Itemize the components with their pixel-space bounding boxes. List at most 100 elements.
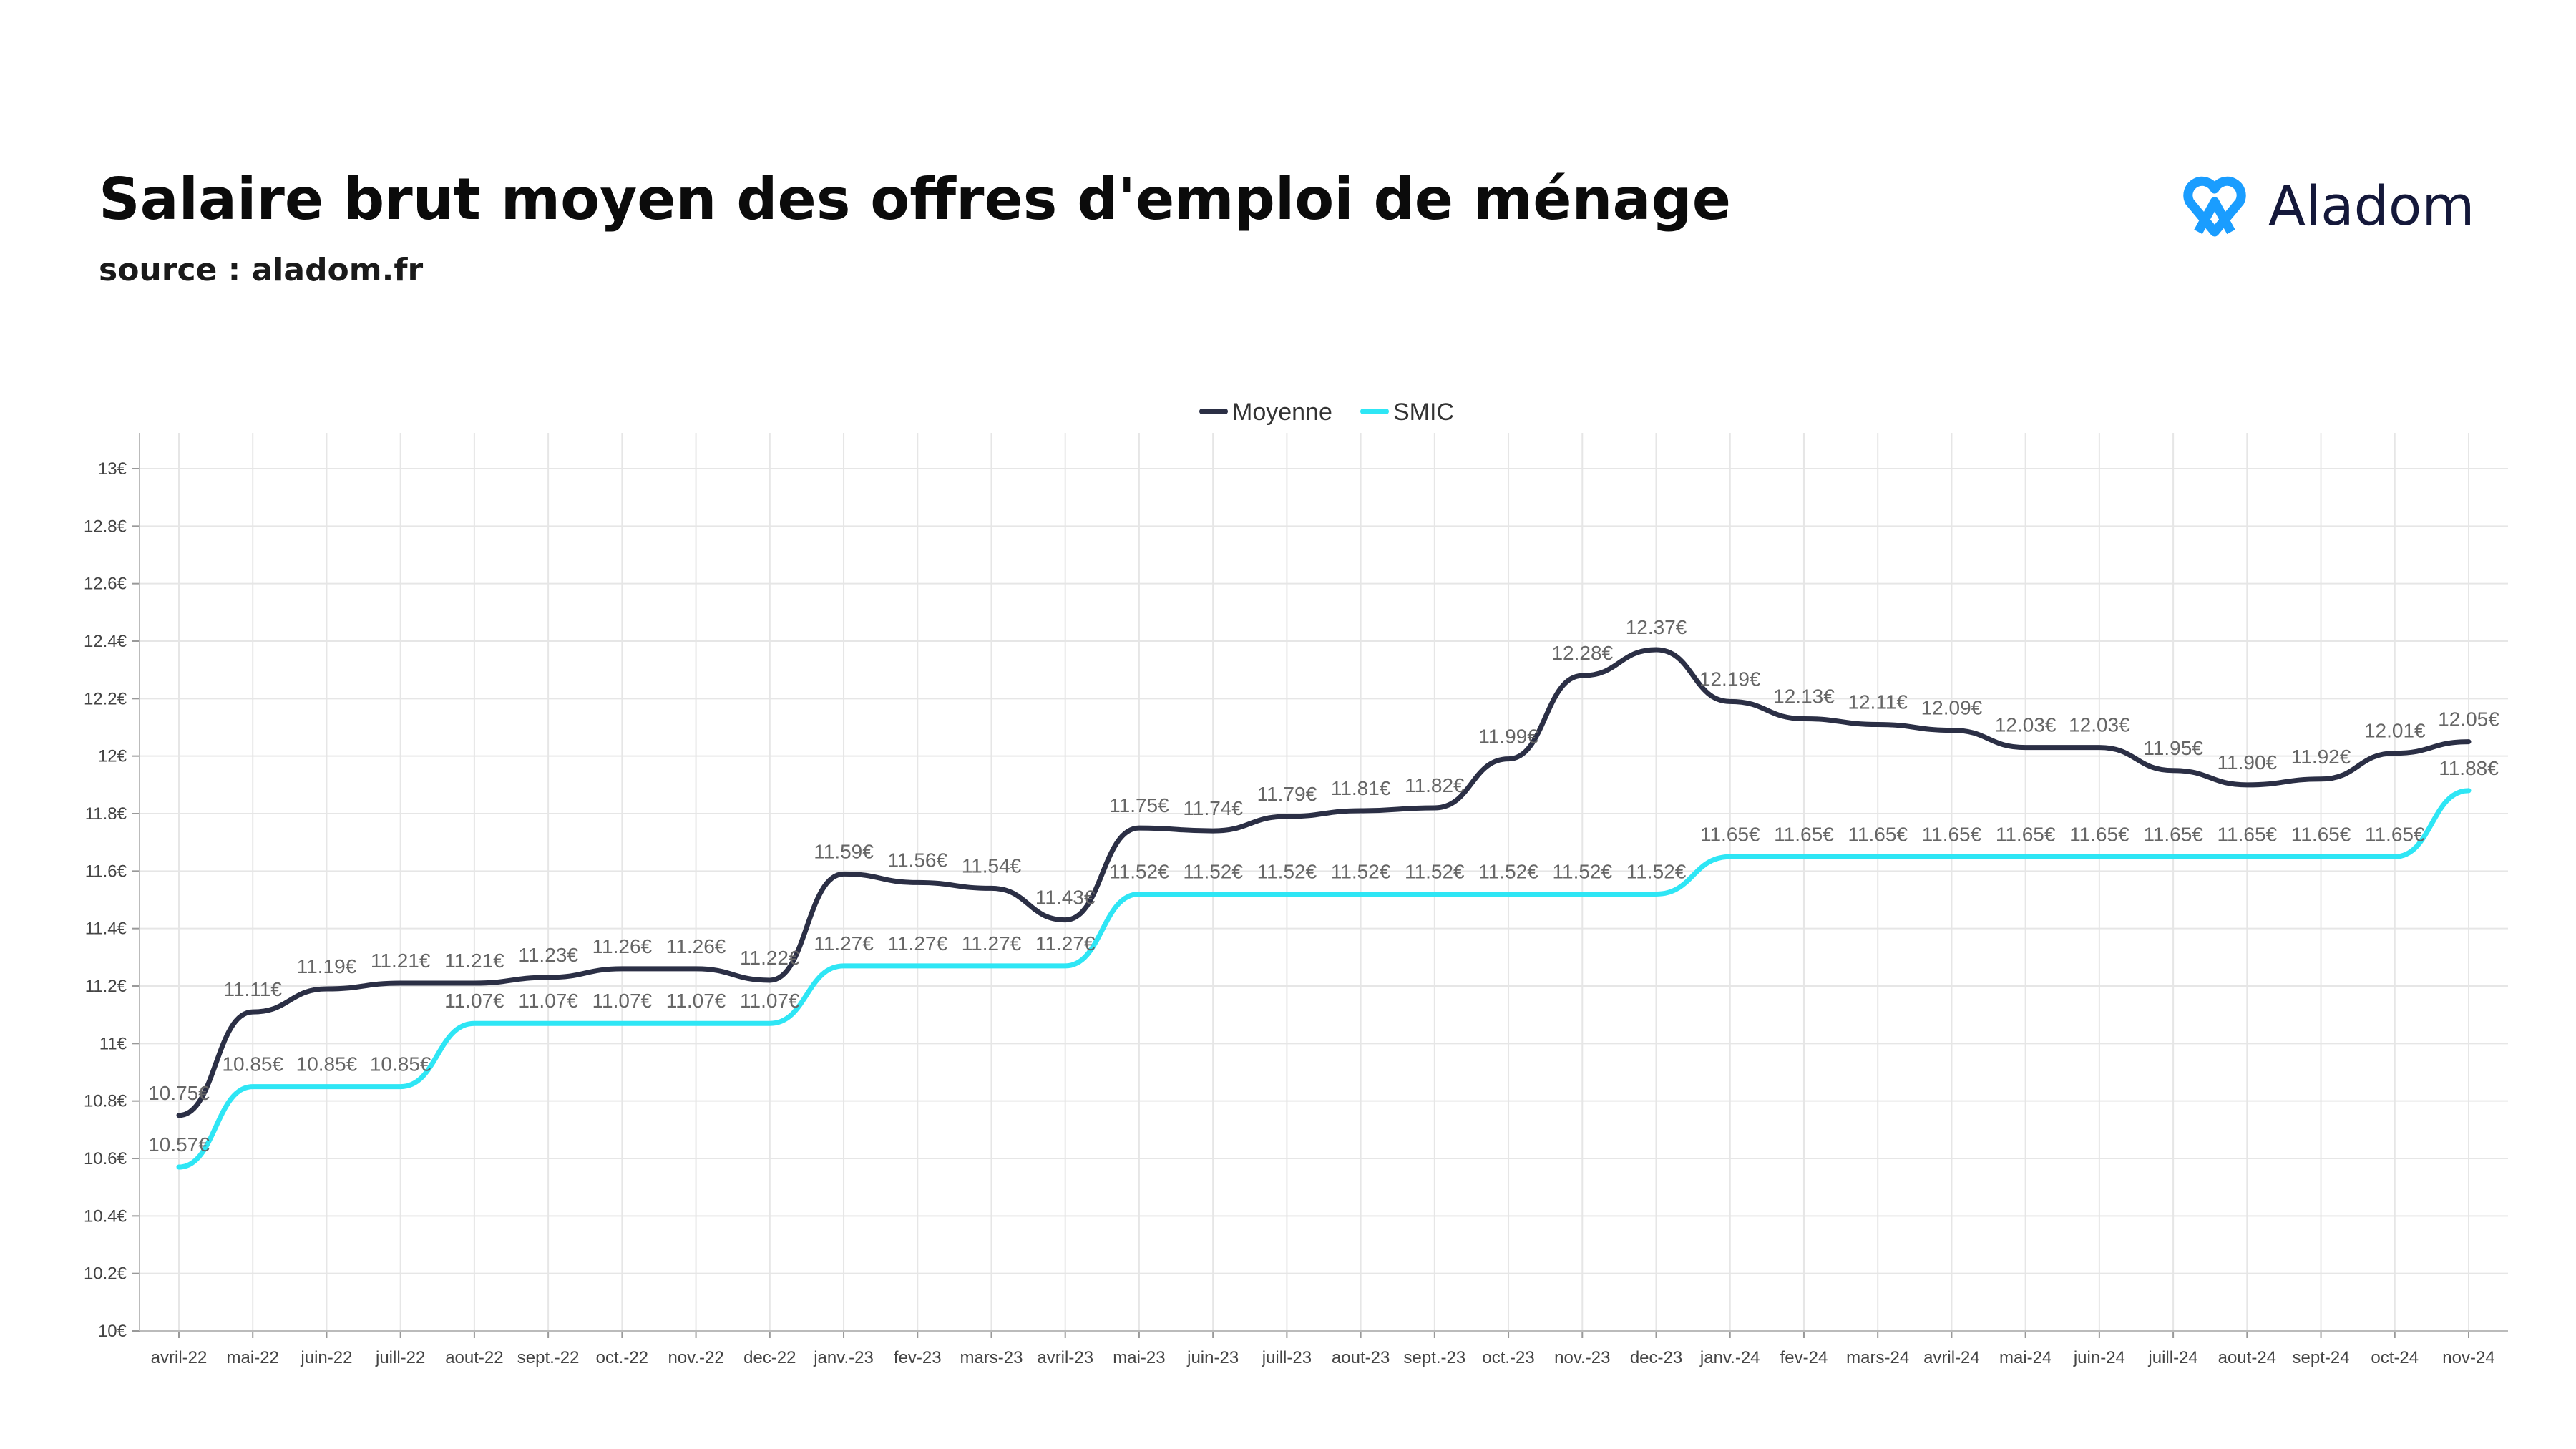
x-tick-label: sept-24	[2293, 1348, 2350, 1367]
data-label-smic: 11.65€	[2143, 823, 2203, 845]
data-label-smic: 11.27€	[887, 932, 947, 955]
data-label-moyenne: 12.05€	[2438, 708, 2499, 731]
y-tick-label: 11.2€	[85, 977, 127, 996]
x-tick-label: mai-24	[1999, 1348, 2051, 1367]
y-tick-label: 10.6€	[84, 1149, 127, 1169]
data-label-moyenne: 11.81€	[1331, 777, 1391, 799]
y-tick-label: 12.4€	[84, 632, 127, 651]
x-tick-label: janv.-23	[813, 1348, 874, 1367]
data-label-moyenne: 11.26€	[592, 935, 653, 957]
x-tick-label: juill-24	[2147, 1348, 2197, 1367]
x-tick-label: mai-23	[1113, 1348, 1165, 1367]
data-label-moyenne: 12.11€	[1848, 691, 1908, 713]
chart-axes: 10€ 10.2€ 10.4€ 10.6€ 10.8€ 11€ 11.2€ 11.4€ 11.6…	[84, 433, 2508, 1367]
x-tick-label: sept.-22	[517, 1348, 580, 1367]
data-label-smic: 11.65€	[1996, 823, 2056, 845]
page-title: Salaire brut moyen des offres d'emploi d…	[99, 166, 1731, 233]
data-label-moyenne: 11.21€	[371, 950, 431, 972]
y-tick-label: 11€	[99, 1034, 127, 1053]
data-label-moyenne: 11.26€	[666, 935, 726, 957]
data-label-smic: 11.27€	[814, 932, 874, 955]
x-tick-label: juin-23	[1186, 1348, 1239, 1367]
x-tick-label: avril-22	[151, 1348, 208, 1367]
data-label-moyenne: 12.03€	[1995, 714, 2057, 736]
data-label-moyenne: 11.11€	[223, 978, 282, 1000]
y-tick-label: 12€	[98, 747, 127, 766]
data-label-smic: 11.65€	[1848, 823, 1908, 845]
x-tick-label: juill-23	[1262, 1348, 1312, 1367]
data-label-smic: 11.27€	[962, 932, 1022, 955]
chart-legend: Moyenne SMIC	[1199, 399, 1454, 426]
legend-label-moyenne: Moyenne	[1232, 399, 1332, 426]
brand-name: Aladom	[2268, 173, 2475, 238]
data-label-smic: 11.88€	[2439, 757, 2499, 779]
data-label-moyenne: 12.19€	[1699, 668, 1761, 690]
data-label-moyenne: 10.75€	[148, 1082, 210, 1104]
x-tick-label: oct.-23	[1482, 1348, 1534, 1367]
x-tick-label: juin-24	[2073, 1348, 2125, 1367]
x-tick-label: mai-22	[227, 1348, 279, 1367]
x-tick-label: dec-23	[1630, 1348, 1682, 1367]
data-label-moyenne: 11.99€	[1478, 726, 1538, 748]
x-tick-label: mars-23	[960, 1348, 1023, 1367]
x-tick-label: juill-22	[375, 1348, 425, 1367]
chart-lines	[176, 647, 2472, 1170]
y-tick-label: 13€	[98, 459, 127, 479]
data-label-moyenne: 11.43€	[1035, 887, 1096, 909]
data-label-smic: 11.52€	[1331, 860, 1391, 882]
data-label-smic: 10.57€	[148, 1133, 210, 1156]
data-label-smic: 11.07€	[592, 990, 653, 1012]
data-label-smic: 11.52€	[1109, 860, 1169, 882]
brand-logo: Aladom	[2175, 166, 2474, 245]
x-tick-label: juin-22	[300, 1348, 352, 1367]
legend-label-smic: SMIC	[1393, 399, 1454, 426]
x-tick-label: fev-24	[1780, 1348, 1828, 1367]
x-tick-label: sept.-23	[1403, 1348, 1465, 1367]
data-label-moyenne: 11.92€	[2291, 746, 2351, 768]
series-line-moyenne	[176, 647, 2472, 1118]
x-tick-label: nov.-23	[1554, 1348, 1610, 1367]
data-label-smic: 11.52€	[1183, 860, 1243, 882]
chart-grid	[140, 433, 2508, 1332]
data-label-moyenne: 11.21€	[444, 950, 504, 972]
data-label-moyenne: 12.09€	[1921, 697, 1983, 719]
data-label-moyenne: 11.23€	[518, 944, 578, 966]
x-tick-label: avril-24	[1923, 1348, 1980, 1367]
data-label-moyenne: 12.13€	[1773, 685, 1835, 707]
data-label-moyenne: 11.56€	[887, 849, 947, 871]
x-tick-label: aout-24	[2218, 1348, 2276, 1367]
y-tick-label: 10.4€	[84, 1206, 127, 1226]
x-tick-label: oct-24	[2371, 1348, 2419, 1367]
y-tick-label: 12.8€	[84, 517, 127, 536]
data-label-moyenne: 11.74€	[1183, 797, 1243, 819]
data-label-smic: 10.85€	[370, 1053, 431, 1075]
y-tick-label: 12.6€	[84, 575, 127, 594]
x-tick-label: oct.-22	[596, 1348, 648, 1367]
data-label-moyenne: 11.22€	[740, 947, 800, 969]
data-label-smic: 10.85€	[296, 1053, 358, 1075]
data-label-smic: 11.65€	[1922, 823, 1982, 845]
data-label-moyenne: 11.19€	[297, 955, 357, 977]
data-label-moyenne: 12.03€	[2069, 714, 2130, 736]
data-label-moyenne: 12.37€	[1626, 616, 1687, 638]
data-label-moyenne: 12.28€	[1551, 642, 1613, 664]
data-label-moyenne: 12.01€	[2364, 720, 2426, 742]
data-label-smic: 11.52€	[1478, 860, 1538, 882]
data-label-smic: 11.07€	[518, 990, 578, 1012]
data-label-moyenne: 11.75€	[1109, 794, 1169, 816]
x-tick-label: fev-23	[894, 1348, 942, 1367]
data-label-smic: 11.52€	[1626, 860, 1687, 882]
data-label-smic: 11.52€	[1405, 860, 1465, 882]
data-label-smic: 11.65€	[2365, 823, 2425, 845]
data-label-smic: 11.65€	[2218, 823, 2278, 845]
x-tick-label: dec-22	[743, 1348, 796, 1367]
x-tick-label: nov-24	[2442, 1348, 2494, 1367]
data-label-smic: 11.07€	[740, 990, 800, 1012]
y-tick-label: 10.2€	[84, 1264, 127, 1284]
page-source: source : aladom.fr	[99, 252, 424, 288]
x-tick-label: nov.-22	[668, 1348, 723, 1367]
y-tick-label: 11.6€	[85, 862, 127, 881]
data-label-smic: 11.07€	[444, 990, 504, 1012]
data-label-moyenne: 11.59€	[814, 840, 874, 862]
